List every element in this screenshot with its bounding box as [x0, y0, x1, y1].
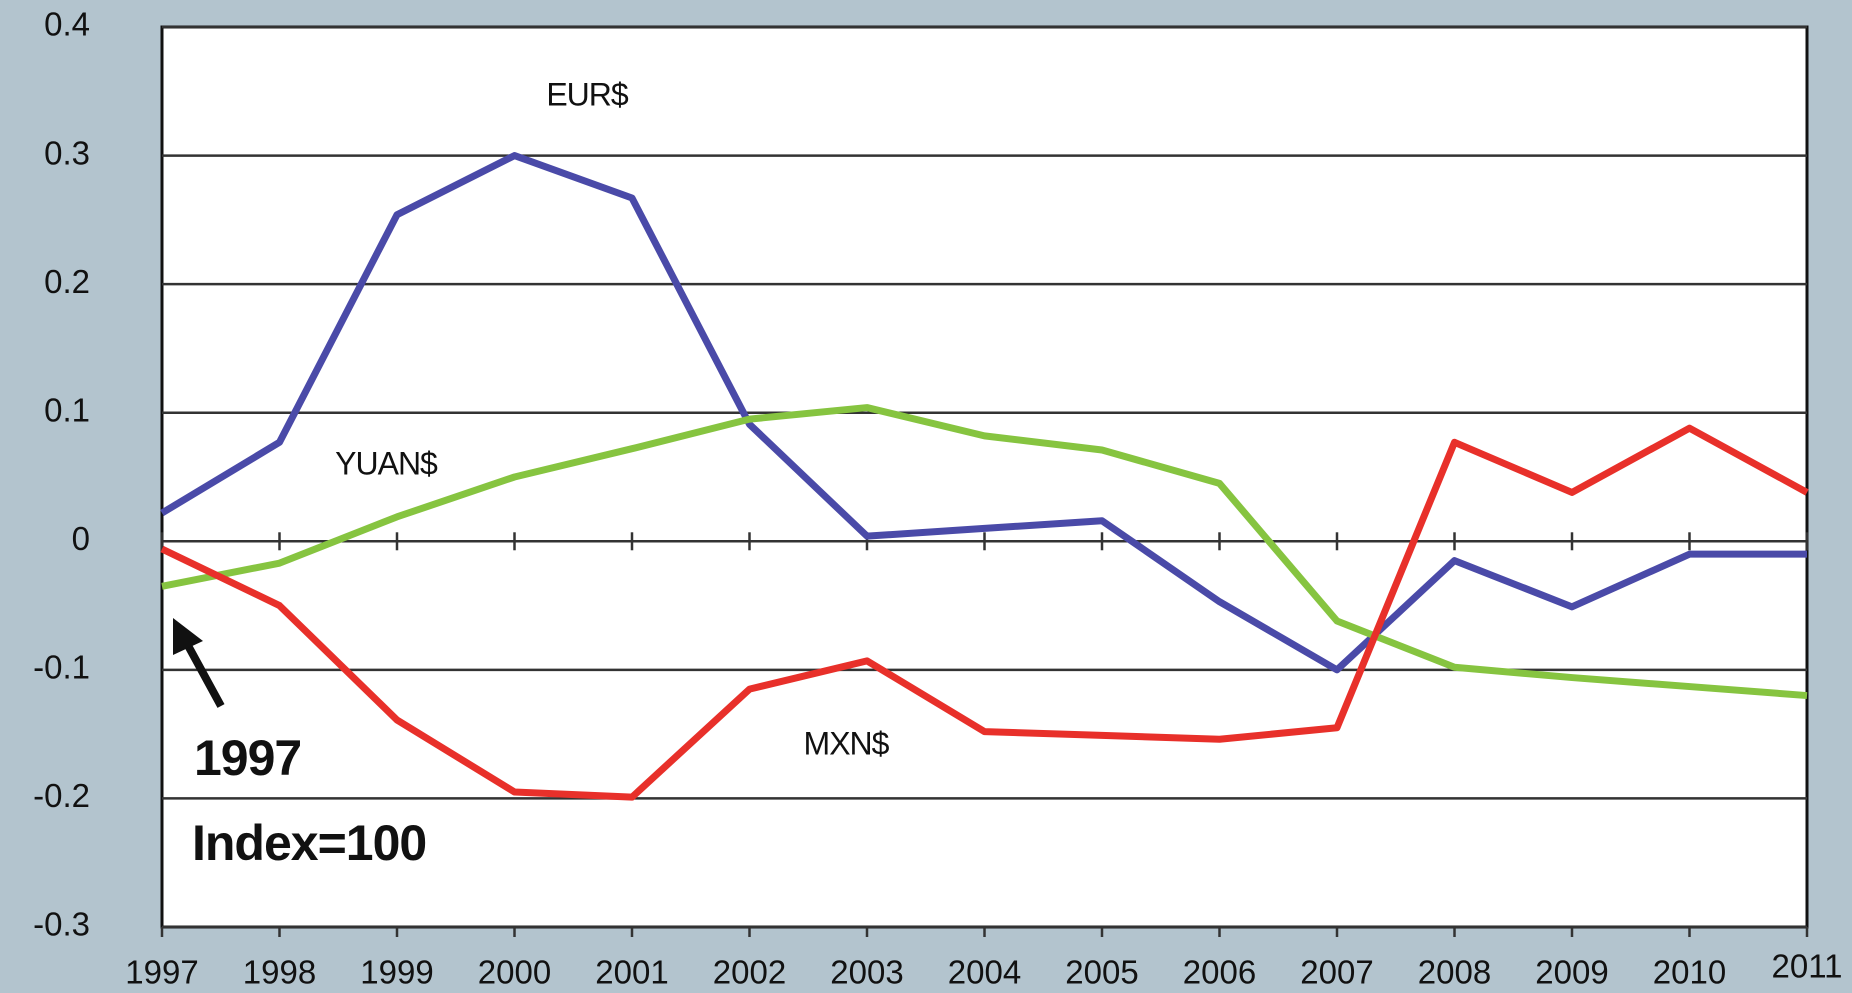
series-line — [160, 424, 1809, 801]
x-tick-label: 2001 — [595, 954, 668, 991]
x-tick-label: 1998 — [243, 954, 316, 991]
series-label: MXN$ — [804, 725, 890, 761]
y-tick-label: 0.2 — [44, 263, 90, 300]
x-tick-label: 2003 — [830, 954, 903, 991]
series-label: EUR$ — [546, 76, 629, 112]
y-tick-label: 0 — [72, 520, 90, 557]
x-tick-label: 2002 — [713, 954, 786, 991]
y-tick-label: 0.3 — [44, 134, 90, 171]
y-tick-label: 0.4 — [44, 6, 90, 43]
x-tick-label: 2006 — [1183, 954, 1256, 991]
series-label: YUAN$ — [335, 445, 438, 481]
x-tick-label: 2007 — [1300, 954, 1373, 991]
x-tick-label: 2004 — [948, 954, 1021, 991]
x-tick-label: 2000 — [478, 954, 551, 991]
x-tick-label: 1999 — [360, 954, 433, 991]
x-tick-label: 2008 — [1418, 954, 1491, 991]
y-tick-label: -0.3 — [33, 906, 90, 943]
y-tick-label: -0.2 — [33, 777, 90, 814]
annotation: Index=100 — [192, 815, 426, 871]
x-tick-label: 1997 — [125, 954, 198, 991]
x-tick-label: 2005 — [1065, 954, 1138, 991]
arrow-head — [173, 618, 203, 655]
x-tick-label: 2009 — [1535, 954, 1608, 991]
y-tick-label: 0.1 — [44, 391, 90, 428]
x-tick-label: 2011 — [1772, 948, 1843, 985]
series-line — [161, 404, 1808, 700]
x-tick-label: 2010 — [1653, 954, 1726, 991]
annotation: 1997 — [194, 730, 301, 786]
y-tick-label: -0.1 — [33, 649, 90, 686]
arrow — [181, 638, 225, 708]
series-line — [160, 152, 1807, 674]
